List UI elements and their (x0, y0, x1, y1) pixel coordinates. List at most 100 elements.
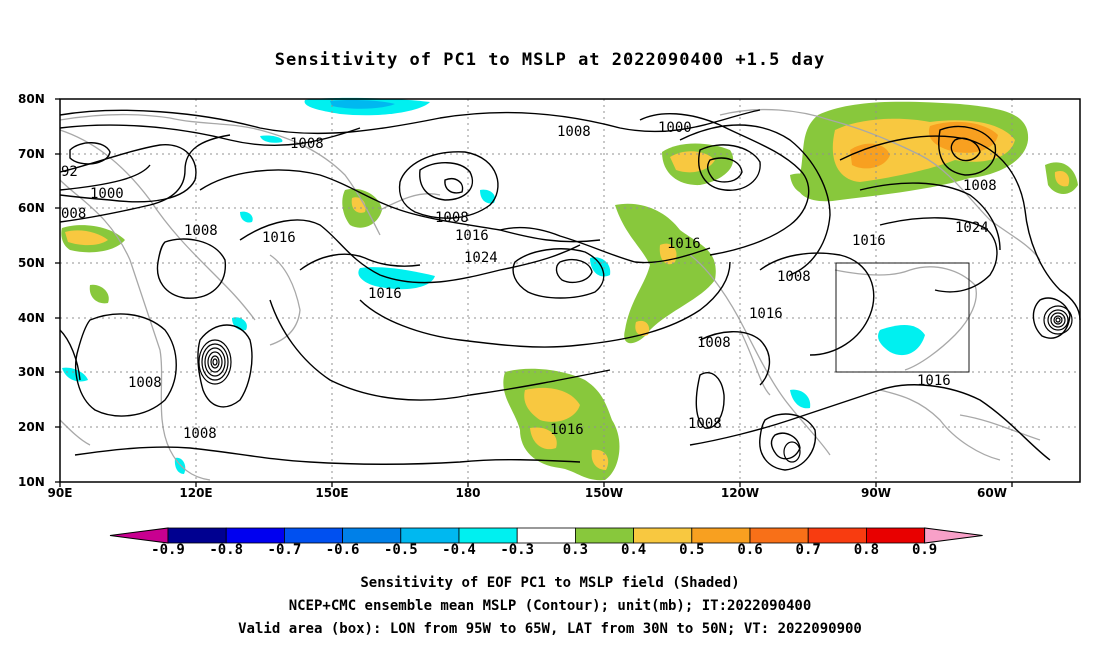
colorbar-tick-label: 0.3 (562, 542, 589, 558)
lat-label: 50N (18, 256, 45, 270)
colorbar-tick-label: -0.7 (267, 542, 302, 558)
colorbar-swatch (633, 527, 693, 544)
contour-labels: 1008 1000 1008 92 1000 008 1008 1016 100… (61, 120, 997, 442)
shade-blue-arctic (330, 100, 395, 109)
contour-label: 1016 (262, 230, 296, 246)
colorbar-swatch (342, 527, 402, 544)
caption-line-2: NCEP+CMC ensemble mean MSLP (Contour); u… (288, 598, 812, 614)
colorbar-tick-label: 0.8 (853, 542, 880, 558)
contour-label: 1016 (667, 236, 701, 252)
shade-cyan-misc-a (240, 211, 253, 223)
colorbar-tick-label: 0.7 (795, 542, 821, 558)
lon-label: 180 (455, 486, 481, 500)
shade-cyan-sc (62, 367, 88, 382)
sensitivity-shading (61, 97, 1078, 481)
shade-cyan-pacific (358, 267, 435, 290)
contour-label: 1008 (128, 375, 162, 391)
contour-label: 008 (61, 206, 86, 222)
colorbar-swatch (225, 527, 285, 544)
coastlines (59, 108, 1041, 481)
lon-label: 120E (179, 486, 213, 500)
colorbar-tick-label: -0.5 (383, 542, 418, 558)
lat-label: 30N (18, 365, 45, 379)
contour-label: 1016 (852, 233, 886, 249)
caption-line-1: Sensitivity of EOF PC1 to MSLP field (Sh… (360, 575, 740, 591)
contour-label: 1000 (90, 186, 124, 202)
contour-label: 1008 (697, 335, 731, 351)
contour-label: 1008 (184, 223, 218, 239)
lon-label: 90W (861, 486, 891, 500)
colorbar-swatch (807, 527, 867, 544)
valid-area-box (835, 262, 970, 373)
shade-yellow-pacific-2 (635, 320, 650, 336)
colorbar (109, 527, 983, 544)
contour-label: 1008 (777, 269, 811, 285)
shade-green-misc-1 (89, 284, 109, 304)
contour-label: 1016 (455, 228, 489, 244)
colorbar-low-end (109, 527, 169, 544)
colorbar-high-end (924, 527, 983, 544)
contour-label: 1008 (183, 426, 217, 442)
caption-line-3: Valid area (box): LON from 95W to 65W, L… (238, 621, 862, 637)
contour-label: 1016 (550, 422, 584, 438)
contour-label: 1008 (963, 178, 997, 194)
shade-cyan-us (878, 325, 925, 356)
shade-cyan-atl (790, 389, 811, 409)
colorbar-swatch (458, 527, 518, 544)
shade-yellow-misc-2 (1054, 170, 1070, 187)
shade-cyan-low (590, 257, 611, 277)
colorbar-tick-label: 0.5 (679, 542, 705, 558)
map-frame (59, 98, 1081, 483)
colorbar-swatch (749, 527, 809, 544)
colorbar-tick-label: 0.9 (911, 542, 938, 558)
colorbar-swatch (691, 527, 751, 544)
shade-cyan-misc-b (480, 189, 496, 204)
shade-yellow-asia (65, 230, 108, 246)
lat-label: 10N (18, 475, 45, 489)
colorbar-swatch (167, 527, 227, 544)
colorbar-swatch (516, 527, 576, 544)
lat-label: 40N (18, 311, 45, 325)
contour-label: 92 (61, 164, 78, 180)
lon-label: 90E (47, 486, 73, 500)
colorbar-tick-label: -0.9 (151, 542, 185, 558)
contour-label: 1024 (955, 220, 989, 236)
contour-label: 1016 (368, 286, 402, 302)
colorbar-tick-label: -0.4 (442, 542, 476, 558)
lat-label: 80N (18, 92, 45, 106)
colorbar-swatch (866, 527, 926, 544)
shade-cyan-misc-c (260, 135, 283, 143)
lat-label: 70N (18, 147, 45, 161)
shade-yellow-subtropics-2 (530, 427, 557, 450)
graticule (60, 99, 1080, 482)
shade-orange-greenland-2 (850, 143, 890, 169)
colorbar-tick-label: -0.6 (325, 542, 360, 558)
contour-label: 1008 (290, 136, 324, 152)
colorbar-tick-label: -0.3 (500, 542, 535, 558)
lon-label: 60W (977, 486, 1007, 500)
lon-label: 150E (315, 486, 349, 500)
shade-green-pacific (615, 203, 716, 344)
lon-label: 150W (584, 486, 624, 500)
colorbar-swatch (575, 527, 635, 544)
contour-label: 1024 (464, 250, 498, 266)
mslp-contours (59, 109, 1081, 471)
contour-label: 1008 (557, 124, 591, 140)
contour-label: 1008 (688, 416, 722, 432)
colorbar-tick-label: 0.6 (737, 542, 763, 558)
chart-title: Sensitivity of PC1 to MSLP at 2022090400… (274, 50, 826, 70)
colorbar-swatch (400, 527, 460, 544)
shade-yellow-nw (670, 151, 715, 173)
colorbar-tick-label: -0.8 (209, 542, 244, 558)
contour-label: 1016 (917, 373, 951, 389)
shade-yellow-subtropics (524, 387, 580, 422)
contour-label: 1016 (749, 306, 783, 322)
lat-label: 60N (18, 201, 45, 215)
colorbar-swatch (283, 527, 343, 544)
axis-ticks (55, 98, 1013, 487)
colorbar-tick-label: 0.4 (620, 542, 647, 558)
lon-label: 120W (720, 486, 760, 500)
low-pressure-centres (198, 305, 1073, 463)
lat-label: 20N (18, 420, 45, 434)
